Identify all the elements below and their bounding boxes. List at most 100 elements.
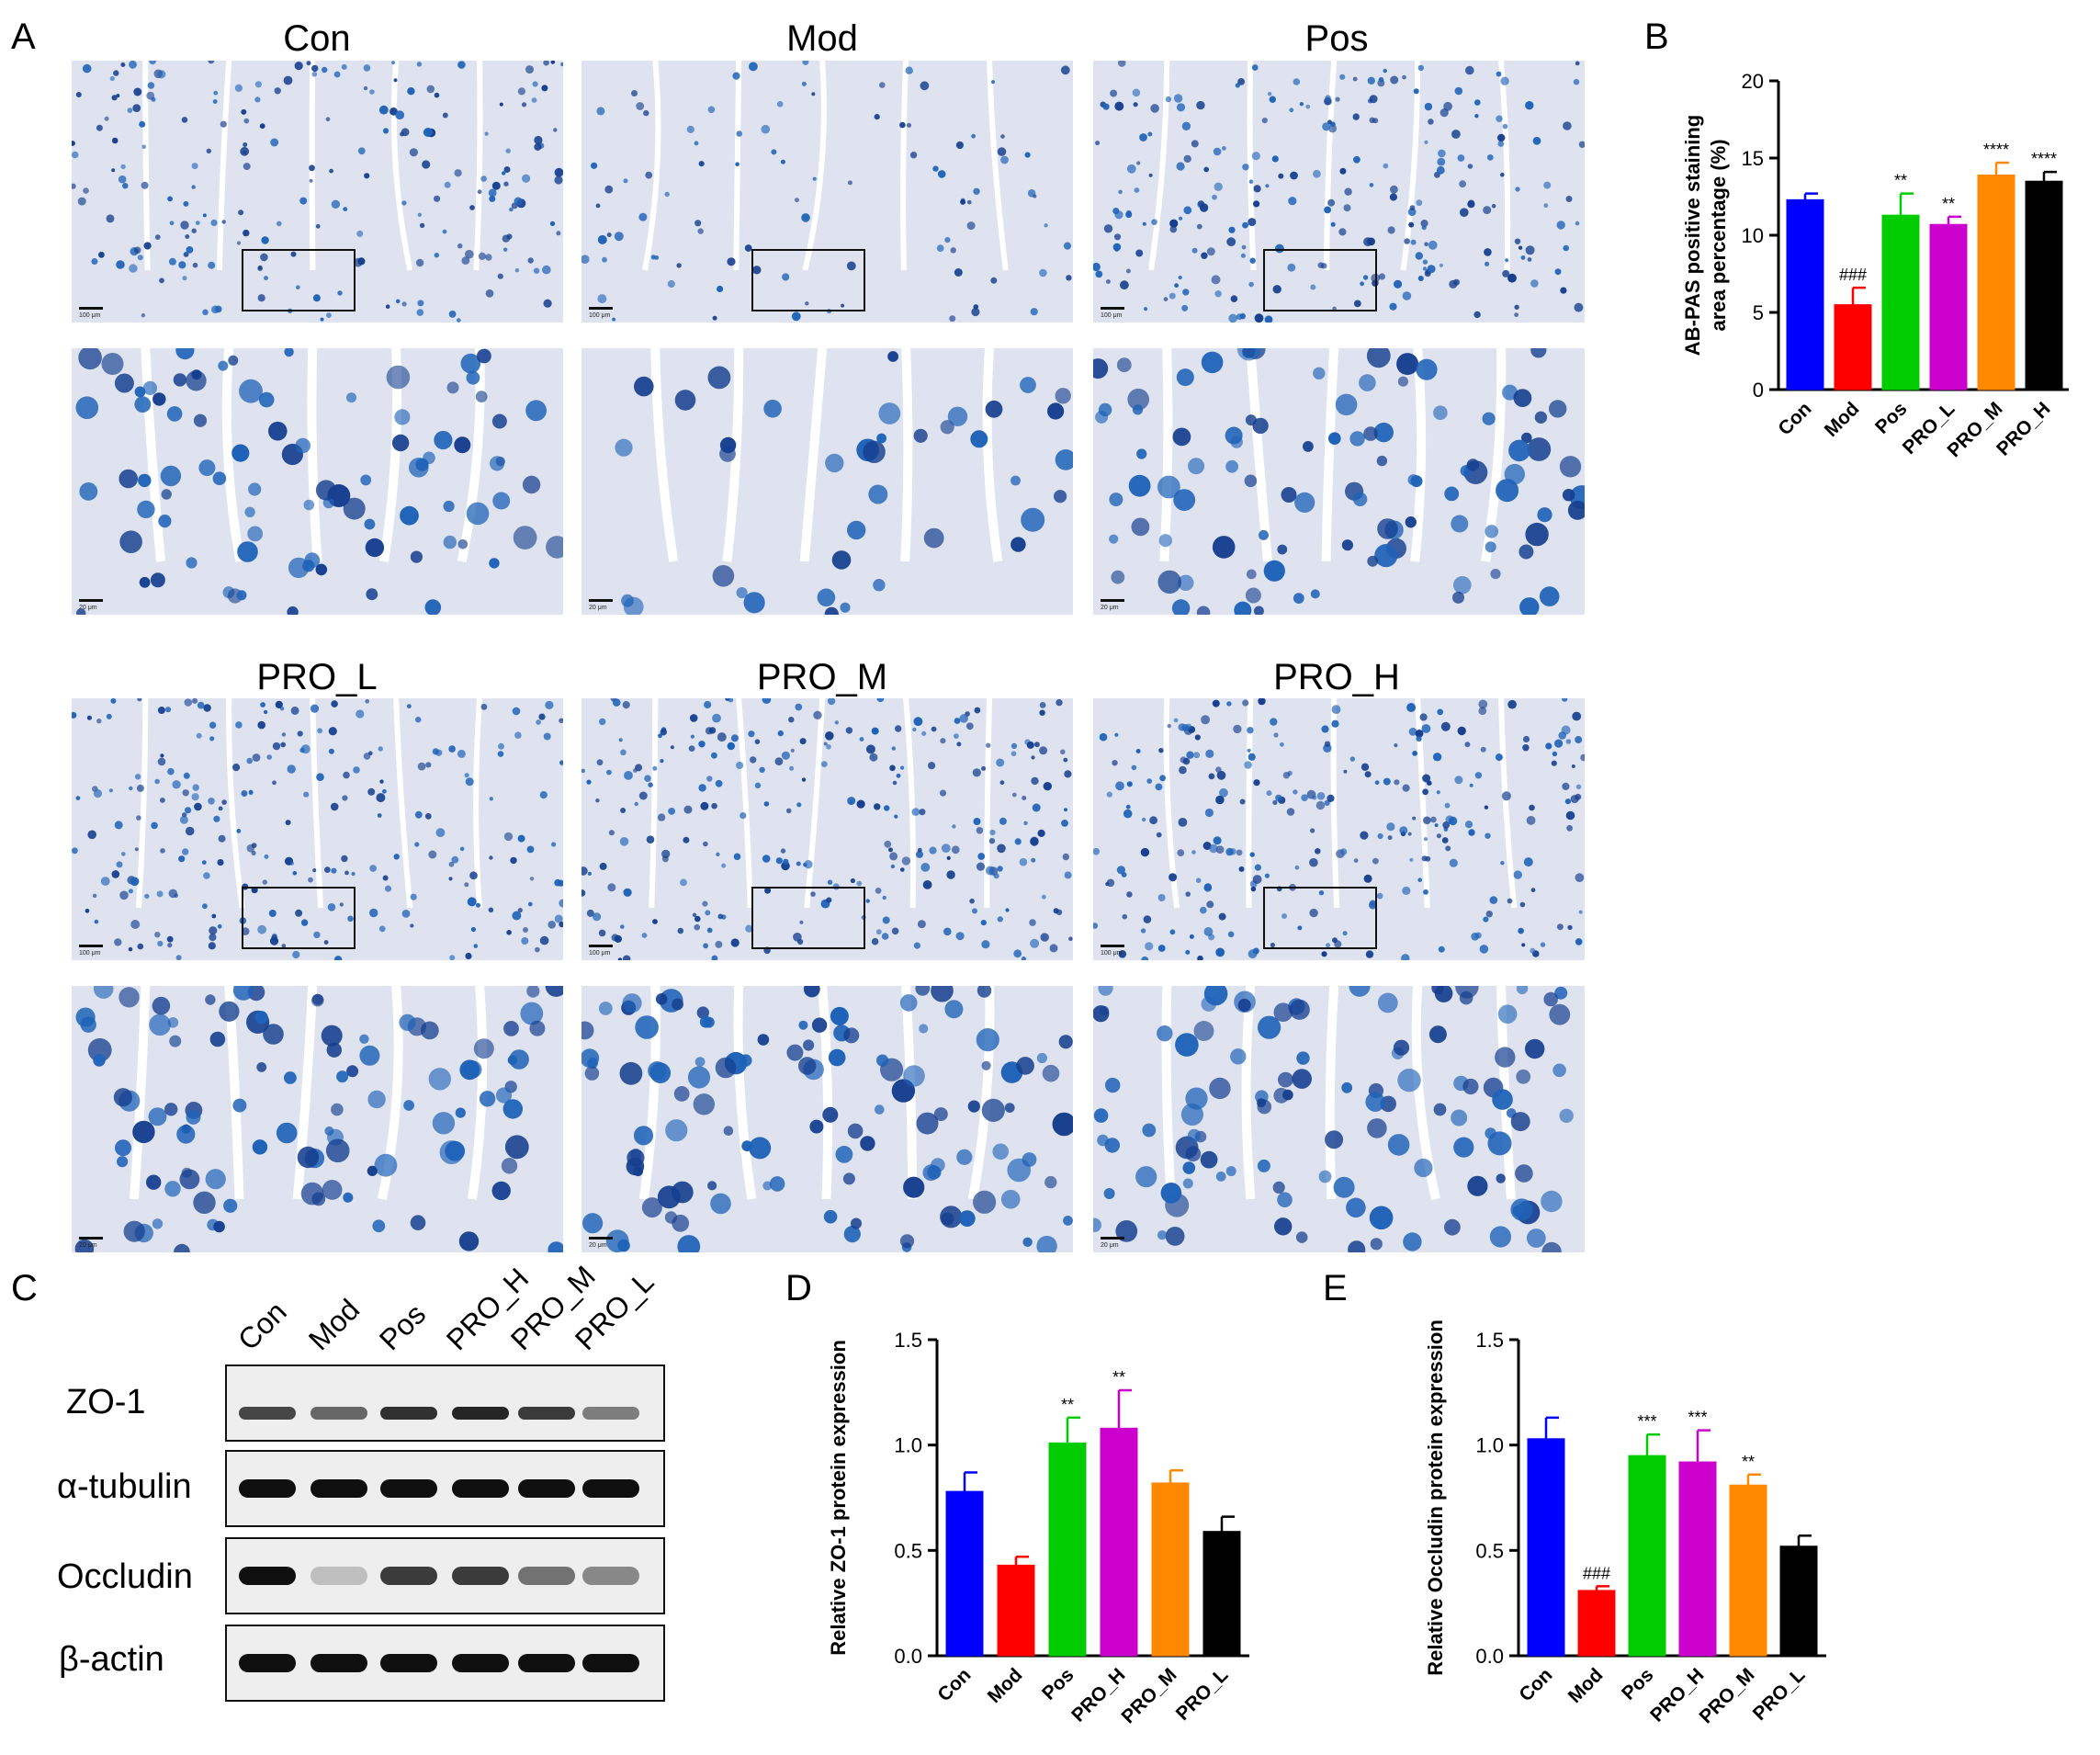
bar xyxy=(1729,1484,1767,1657)
bar xyxy=(997,1564,1035,1657)
bar xyxy=(1678,1461,1717,1657)
wb-band xyxy=(582,1479,639,1498)
significance-label: ### xyxy=(1583,1564,1610,1582)
histology-image-overview: 100 μm xyxy=(1093,61,1585,323)
bar xyxy=(1628,1455,1666,1657)
scale-bar-label: 100 μm xyxy=(1101,950,1123,957)
histology-title-con: Con xyxy=(283,18,351,59)
x-tick-label: PRO_L xyxy=(1749,1664,1810,1725)
wb-band xyxy=(310,1654,367,1672)
wb-blot-row xyxy=(225,1450,665,1527)
x-tick-label: PRO_H xyxy=(1067,1664,1129,1726)
wb-band xyxy=(452,1407,509,1420)
zoom-region-box xyxy=(751,249,865,311)
scale-bar xyxy=(1101,945,1124,947)
wb-band xyxy=(310,1407,367,1420)
scale-bar-label: 20 μm xyxy=(1101,605,1119,611)
significance-label: *** xyxy=(1637,1412,1656,1431)
scale-bar xyxy=(79,307,103,310)
scale-bar xyxy=(79,599,103,602)
significance-label: ### xyxy=(1839,266,1867,284)
y-axis-label: area percentage (%) xyxy=(1707,139,1730,331)
histology-image-overview: 100 μm xyxy=(72,698,563,960)
wb-band xyxy=(380,1567,437,1585)
wb-lane-label: Con xyxy=(231,1295,293,1357)
wb-band xyxy=(239,1479,296,1498)
histology-image-overview: 100 μm xyxy=(72,61,563,323)
histology-image-overview: 100 μm xyxy=(581,698,1073,960)
wb-band xyxy=(452,1567,509,1585)
zoom-region-box xyxy=(751,887,865,949)
zoom-region-box xyxy=(1263,249,1377,311)
scale-bar xyxy=(79,1237,103,1240)
bar xyxy=(1881,214,1920,391)
significance-label: **** xyxy=(1983,141,2009,159)
wb-band xyxy=(380,1654,437,1672)
panel-label-b: B xyxy=(1644,17,1669,57)
scale-bar-label: 100 μm xyxy=(589,950,611,957)
wb-band xyxy=(310,1567,367,1585)
scale-bar xyxy=(589,1237,613,1240)
y-tick-label: 0.0 xyxy=(1475,1645,1504,1668)
bar xyxy=(1527,1438,1565,1657)
scale-bar-label: 100 μm xyxy=(1101,312,1123,319)
y-axis-label: AB-PAS positive staining xyxy=(1681,115,1704,356)
wb-band xyxy=(310,1479,367,1498)
zoom-region-box xyxy=(1263,887,1377,949)
scale-bar xyxy=(1101,599,1124,602)
scale-bar-label: 20 μm xyxy=(79,605,97,611)
histology-image-zoom: 20 μm xyxy=(1093,348,1585,615)
wb-band xyxy=(518,1479,575,1498)
bar xyxy=(1202,1531,1241,1657)
scale-bar xyxy=(589,945,613,947)
y-tick-label: 0.5 xyxy=(1475,1539,1504,1562)
wb-band xyxy=(239,1567,296,1585)
scale-bar xyxy=(1101,1237,1124,1240)
y-tick-label: 20 xyxy=(1742,70,1764,93)
x-tick-label: Pos xyxy=(1618,1664,1657,1704)
bar xyxy=(1977,174,2015,391)
bar xyxy=(1929,223,1968,391)
x-tick-label: Pos xyxy=(1038,1664,1078,1704)
x-tick-label: PRO_M xyxy=(1117,1664,1180,1727)
scale-bar xyxy=(1101,307,1124,310)
wb-band xyxy=(582,1407,639,1420)
bar xyxy=(1577,1590,1616,1657)
histology-image-overview: 100 μm xyxy=(1093,698,1585,960)
x-tick-label: Mod xyxy=(1821,398,1864,441)
x-tick-label: PRO_L xyxy=(1172,1664,1233,1725)
histology-image-zoom: 20 μm xyxy=(1093,986,1585,1252)
wb-label-actin: β-actin xyxy=(59,1640,164,1679)
y-tick-label: 0 xyxy=(1753,379,1764,402)
bar xyxy=(1100,1427,1138,1657)
bar xyxy=(1048,1442,1087,1657)
x-tick-label: Con xyxy=(933,1664,975,1705)
histology-image-overview: 100 μm xyxy=(581,61,1073,323)
x-tick-label: Pos xyxy=(1871,398,1911,437)
significance-label: ** xyxy=(1061,1396,1074,1414)
x-tick-label: Mod xyxy=(984,1664,1027,1707)
y-tick-label: 15 xyxy=(1742,147,1764,170)
histology-title-pro-l: PRO_L xyxy=(256,657,378,697)
y-tick-label: 0.5 xyxy=(894,1539,922,1562)
x-tick-label: PRO_H xyxy=(1993,398,2054,459)
wb-band xyxy=(518,1654,575,1672)
chart-d-zo1: 0.0 0.5 1.0 1.5 Relative ZO-1 protein expres… xyxy=(827,1329,1249,1727)
zoom-region-box xyxy=(242,887,356,949)
wb-band xyxy=(239,1654,296,1672)
chart-e-occludin: 0.0 0.5 1.0 1.5 Relative Occludin protein ex… xyxy=(1424,1319,1826,1727)
wb-label-tubulin: α-tubulin xyxy=(57,1467,192,1506)
histology-image-zoom: 20 μm xyxy=(72,348,563,615)
y-axis-label: Relative ZO-1 protein expression xyxy=(827,1340,850,1656)
significance-label: ** xyxy=(1112,1368,1125,1387)
zoom-region-box xyxy=(242,249,356,311)
y-tick-label: 1.5 xyxy=(894,1329,922,1352)
x-tick-label: Mod xyxy=(1564,1664,1608,1707)
bar xyxy=(1834,304,1872,391)
wb-label-occludin: Occludin xyxy=(57,1557,193,1596)
wb-band xyxy=(380,1479,437,1498)
bar xyxy=(1151,1482,1190,1657)
wb-band xyxy=(518,1567,575,1585)
y-tick-label: 5 xyxy=(1753,301,1764,324)
significance-label: ** xyxy=(1894,172,1907,190)
